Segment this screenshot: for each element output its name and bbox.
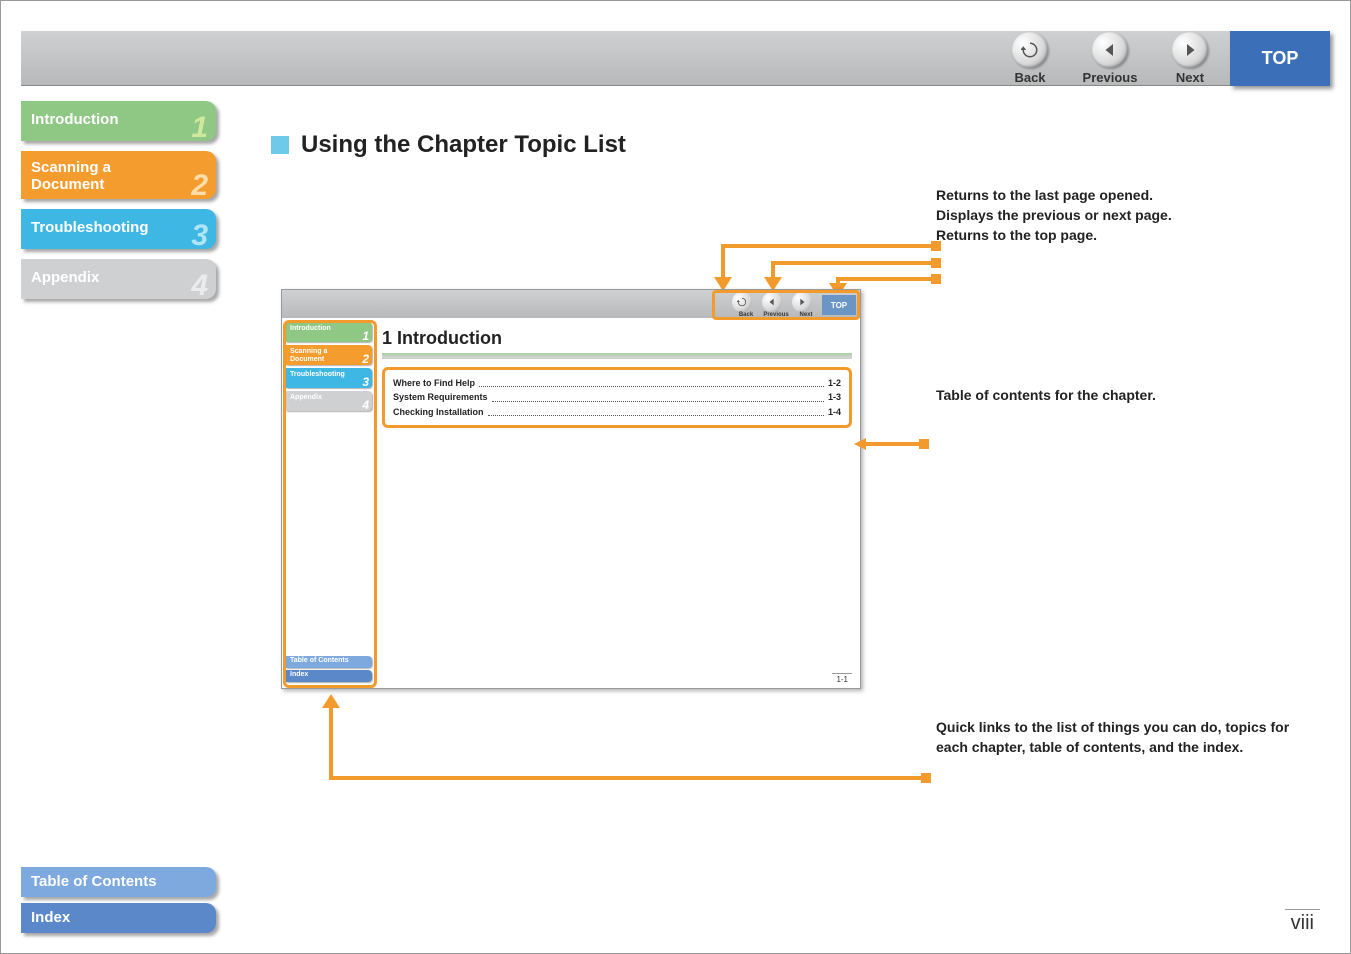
page-number: viii (1285, 909, 1320, 935)
sidebar-item-label: Scanning aDocument (31, 159, 111, 193)
bottom-links: Table of Contents Index (21, 861, 216, 933)
preview-main: 1 Introduction Where to Find Help1-2Syst… (382, 328, 852, 428)
anno-connector (329, 706, 333, 776)
topbar: Back Previous Next TOP (21, 31, 1330, 86)
sidebar-item-label: Introduction (31, 111, 118, 128)
anno-connector (836, 277, 936, 281)
back-icon (1012, 32, 1048, 68)
anno-marker (919, 439, 929, 449)
sidebar-item-2[interactable]: Troubleshooting3 (21, 209, 216, 249)
toc-dots (479, 376, 824, 387)
preview-toc-box: Where to Find Help1-2System Requirements… (382, 367, 852, 428)
anno-connector (721, 244, 725, 279)
toc-title: System Requirements (393, 390, 488, 404)
sidebar-item-3[interactable]: Appendix4 (21, 259, 216, 299)
next-button[interactable]: Next (1150, 32, 1230, 85)
next-icon (1172, 32, 1208, 68)
previous-label: Previous (1083, 70, 1138, 85)
sidebar-item-label: Troubleshooting (31, 219, 149, 236)
preview-title: 1 Introduction (382, 328, 852, 349)
sidebar-item-number: 2 (191, 169, 208, 204)
previous-button[interactable]: Previous (1070, 32, 1150, 85)
toc-page: 1-4 (828, 405, 841, 419)
top-button[interactable]: TOP (1230, 31, 1330, 86)
preview-page: Back Previous Next TOP Introduction1Scan… (281, 289, 861, 689)
toc-link[interactable]: Table of Contents (21, 867, 216, 897)
top-label: TOP (1262, 48, 1299, 69)
toc-dots (492, 390, 824, 401)
preview-toc-row[interactable]: Checking Installation 1-4 (393, 405, 841, 419)
sidebar-item-0[interactable]: Introduction1 (21, 101, 216, 141)
anno-toc: Table of contents for the chapter. (936, 386, 1156, 406)
previous-icon (1092, 32, 1128, 68)
anno-quicklinks: Quick links to the list of things you ca… (936, 718, 1296, 757)
arrow-left-icon (854, 438, 866, 450)
toc-title: Where to Find Help (393, 376, 475, 390)
sidebar-item-label: Appendix (31, 269, 99, 286)
preview-toc-row[interactable]: Where to Find Help 1-2 (393, 376, 841, 390)
back-button[interactable]: Back (990, 32, 1070, 85)
preview-page-number: 1-1 (832, 673, 852, 684)
toc-dots (488, 405, 824, 416)
preview-area: Back Previous Next TOP Introduction1Scan… (281, 189, 881, 609)
anno-connector (771, 261, 936, 265)
anno-marker (931, 258, 941, 268)
anno-marker (931, 274, 941, 284)
heading-bullet-icon (271, 136, 289, 154)
sidebar-item-1[interactable]: Scanning aDocument2 (21, 151, 216, 199)
callout-box-sidebar (283, 320, 377, 688)
toc-page: 1-2 (828, 376, 841, 390)
back-label: Back (1014, 70, 1045, 85)
sidebar-item-number: 1 (191, 111, 208, 146)
topbar-nav: Back Previous Next TOP (990, 31, 1330, 86)
callout-box-nav (712, 290, 860, 320)
index-link[interactable]: Index (21, 903, 216, 933)
page: Back Previous Next TOP Introduction1Scan… (0, 0, 1351, 954)
anno-connector (861, 442, 921, 446)
next-label: Next (1176, 70, 1204, 85)
anno-connector (329, 776, 924, 780)
anno-back: Returns to the last page opened. (936, 186, 1153, 206)
toc-link-label: Table of Contents (31, 873, 157, 890)
preview-divider (382, 353, 852, 359)
preview-toc-row[interactable]: System Requirements 1-3 (393, 390, 841, 404)
anno-connector (721, 244, 936, 248)
sidebar: Introduction1Scanning aDocument2Troubles… (21, 101, 216, 309)
main: Using the Chapter Topic List (271, 131, 1310, 609)
index-link-label: Index (31, 909, 70, 926)
heading-row: Using the Chapter Topic List (271, 131, 1310, 159)
toc-page: 1-3 (828, 390, 841, 404)
toc-title: Checking Installation (393, 405, 484, 419)
heading-title: Using the Chapter Topic List (301, 131, 626, 159)
sidebar-item-number: 4 (191, 269, 208, 304)
anno-prevnext: Displays the previous or next page. (936, 206, 1172, 226)
anno-top: Returns to the top page. (936, 226, 1097, 246)
sidebar-item-number: 3 (191, 219, 208, 254)
anno-marker (921, 773, 931, 783)
